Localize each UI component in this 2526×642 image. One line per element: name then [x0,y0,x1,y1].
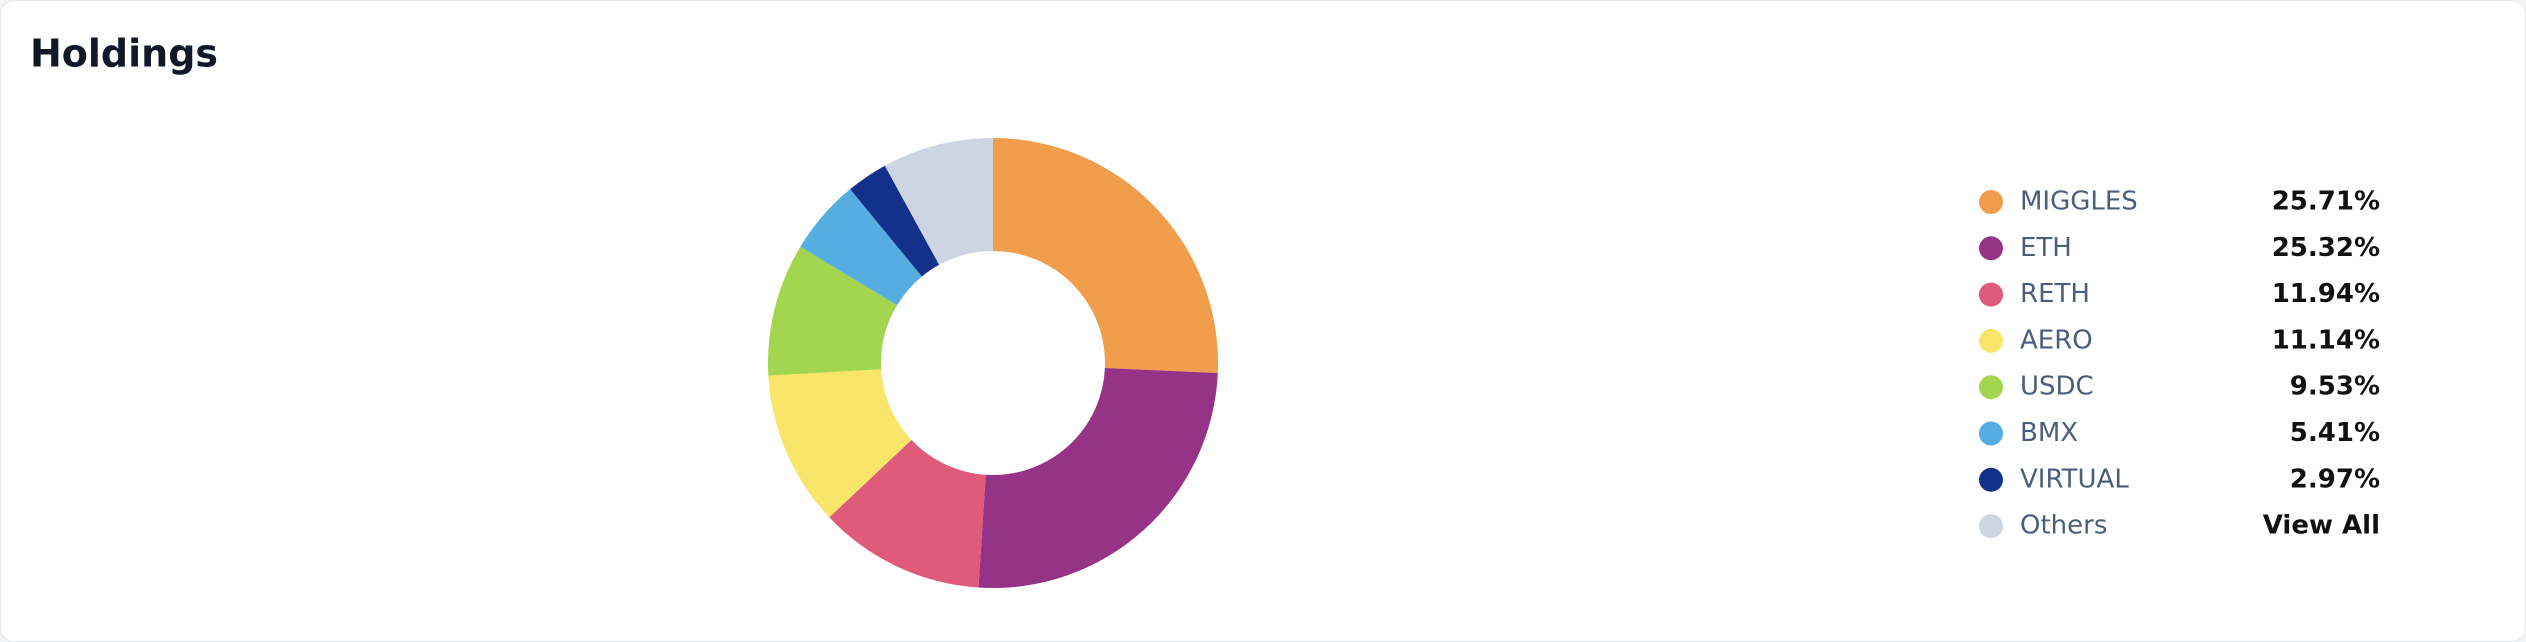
legend-dot [1979,190,2003,214]
legend-value: 11.14% [2272,325,2380,355]
legend-dot [1979,282,2003,307]
legend-label: RETH [2020,279,2090,309]
legend-label: VIRTUAL [2020,464,2129,494]
legend-label: AERO [2020,325,2093,355]
legend-dot [1979,467,2003,492]
legend-value: 5.41% [2290,418,2380,448]
donut-slice [829,439,986,588]
legend-dot [1979,375,2003,400]
legend-dot [1979,236,2003,261]
legend-value: 25.32% [2272,233,2380,263]
view-all-link[interactable]: View All [2263,511,2380,541]
donut-slice [850,165,940,277]
legend-value: 11.94% [2272,279,2380,309]
legend-label: MIGGLES [2020,187,2138,217]
legend-dot [1979,421,2003,446]
chart-title: Holdings [30,32,218,76]
legend-dot [1979,328,2003,353]
donut-slice [800,189,922,306]
legend-value: 2.97% [2290,464,2380,494]
donut-slice [978,367,1218,588]
legend-value: 9.53% [2290,372,2380,402]
legend-label: Others [2020,511,2107,541]
legend-label: USDC [2020,372,2094,402]
legend-value: 25.71% [2272,187,2380,217]
donut-slice [768,369,912,518]
legend-label: ETH [2020,233,2072,263]
legend-dot [1979,514,2003,539]
donut-slice [993,138,1218,374]
donut-slice [767,246,898,376]
legend-label: BMX [2020,418,2078,448]
donut-slice [884,138,993,265]
